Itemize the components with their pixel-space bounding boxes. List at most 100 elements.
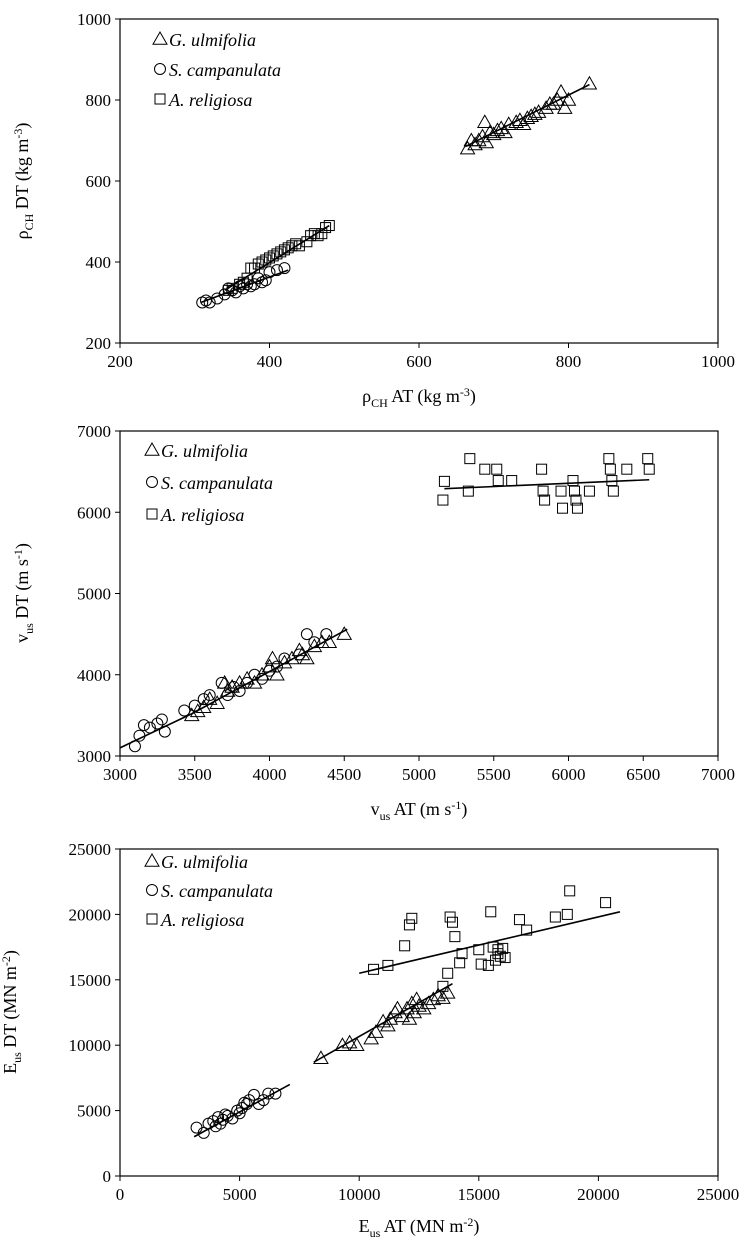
data-point xyxy=(497,124,513,139)
data-point xyxy=(475,958,487,970)
data-point xyxy=(263,664,276,677)
data-point xyxy=(216,674,233,689)
x-tick-label: 5500 xyxy=(477,765,511,784)
data-point xyxy=(538,100,554,114)
data-point xyxy=(320,628,333,641)
data-point xyxy=(500,116,517,131)
data-point xyxy=(241,676,254,689)
data-point xyxy=(133,729,146,742)
data-point xyxy=(262,1087,275,1100)
x-tick-label: 4000 xyxy=(253,765,287,784)
data-point xyxy=(406,912,418,924)
data-point xyxy=(227,680,240,693)
data-point xyxy=(380,1017,396,1032)
x-tick-label: 6500 xyxy=(626,765,660,784)
data-point xyxy=(545,96,562,110)
data-point xyxy=(190,1121,203,1134)
data-point xyxy=(233,1107,246,1120)
x-axis-label: ρCH AT (kg m-3) xyxy=(362,385,476,410)
legend-label: G. ulmifolia xyxy=(161,852,248,872)
y-tick-label: 200 xyxy=(86,334,112,353)
data-point xyxy=(473,944,485,956)
data-point xyxy=(189,703,206,718)
data-point xyxy=(581,75,598,90)
x-tick-label: 600 xyxy=(406,352,432,371)
data-point xyxy=(137,719,150,732)
data-point xyxy=(399,940,411,952)
legend-marker-square xyxy=(154,93,166,105)
data-point xyxy=(555,485,567,497)
data-point xyxy=(201,691,218,705)
series-triangle xyxy=(183,626,353,722)
legend-marker-triangle xyxy=(144,852,160,867)
legend-label: A. religiosa xyxy=(160,910,244,930)
y-tick-label: 600 xyxy=(86,172,112,191)
data-point xyxy=(408,991,425,1006)
x-tick-label: 10000 xyxy=(338,1185,381,1204)
data-point xyxy=(278,244,290,256)
data-point xyxy=(308,228,320,240)
data-point xyxy=(499,952,511,964)
data-point xyxy=(476,114,493,129)
data-point xyxy=(537,485,549,497)
legend-label: G. ulmifolia xyxy=(161,441,248,461)
legend-item: S. campanulata xyxy=(146,473,273,493)
series-triangle xyxy=(313,983,456,1065)
data-point xyxy=(492,475,504,487)
x-tick-label: 0 xyxy=(116,1185,125,1204)
data-point xyxy=(462,485,474,497)
series-circle xyxy=(190,1083,291,1139)
data-point xyxy=(348,1037,365,1051)
data-point xyxy=(482,959,494,971)
data-point xyxy=(439,984,456,999)
data-point xyxy=(553,83,569,98)
data-point xyxy=(320,222,332,234)
data-point xyxy=(401,1011,418,1025)
data-point xyxy=(556,100,573,114)
data-point xyxy=(264,252,275,264)
data-point xyxy=(269,1087,282,1100)
y-tick-label: 6000 xyxy=(77,503,111,522)
data-point xyxy=(248,278,261,291)
legend-marker-triangle xyxy=(144,441,160,456)
data-point xyxy=(530,104,547,118)
series-circle xyxy=(196,262,291,309)
data-point xyxy=(271,248,283,260)
data-point xyxy=(203,689,216,702)
data-point xyxy=(454,957,466,969)
data-point xyxy=(293,240,305,252)
data-point xyxy=(226,282,238,294)
data-point xyxy=(158,725,171,738)
data-point xyxy=(607,485,619,497)
legend-marker-circle xyxy=(146,884,158,896)
plot-frame xyxy=(119,848,719,1177)
data-point xyxy=(263,266,276,279)
data-point xyxy=(449,931,461,943)
trend-line xyxy=(224,224,330,292)
legend-item: S. campanulata xyxy=(146,881,273,901)
data-point xyxy=(308,636,321,649)
data-point xyxy=(399,1000,415,1015)
series-square xyxy=(359,885,621,992)
data-point xyxy=(233,685,246,697)
data-point xyxy=(389,1000,406,1015)
data-point xyxy=(557,502,569,514)
x-tick-label: 3500 xyxy=(178,765,212,784)
data-point xyxy=(237,276,249,288)
data-point xyxy=(278,262,291,275)
data-point xyxy=(267,250,279,262)
series-square xyxy=(437,453,655,514)
data-point xyxy=(256,672,269,685)
data-point xyxy=(568,485,580,497)
legend-item: S. campanulata xyxy=(154,60,281,80)
data-point xyxy=(256,256,268,268)
data-point xyxy=(606,475,618,487)
legend-item: A. religiosa xyxy=(154,90,252,110)
data-point xyxy=(334,1037,351,1051)
data-point xyxy=(570,494,582,506)
data-point xyxy=(143,721,156,734)
data-point xyxy=(278,652,291,665)
modulus-chart: 0 5000 10000 15000 20000 25000 0 5000 10000 15000… xyxy=(0,840,739,1240)
x-tick-label: 800 xyxy=(556,352,582,371)
data-point xyxy=(341,1034,358,1049)
